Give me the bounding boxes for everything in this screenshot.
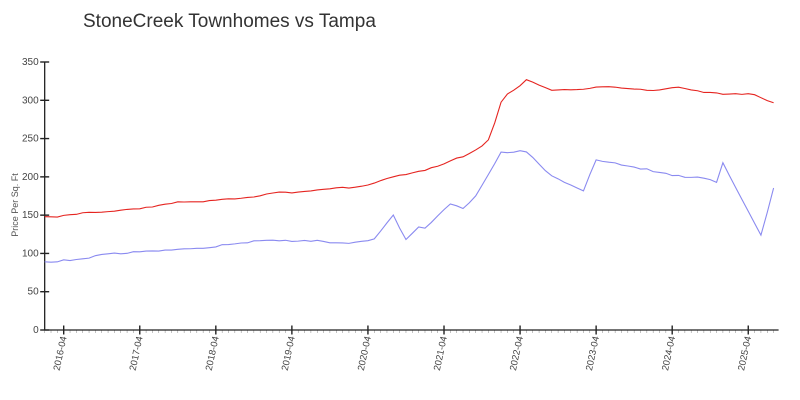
- svg-text:2022-04: 2022-04: [508, 335, 526, 371]
- svg-text:2023-04: 2023-04: [584, 335, 602, 371]
- svg-text:2020-04: 2020-04: [356, 335, 374, 371]
- svg-text:300: 300: [22, 95, 39, 106]
- svg-text:100: 100: [22, 248, 39, 259]
- svg-text:2017-04: 2017-04: [128, 335, 146, 371]
- svg-text:150: 150: [22, 210, 39, 221]
- svg-text:2018-04: 2018-04: [204, 335, 222, 371]
- svg-text:2021-04: 2021-04: [432, 335, 450, 371]
- svg-text:200: 200: [22, 172, 39, 183]
- svg-text:350: 350: [22, 57, 39, 68]
- svg-text:2016-04: 2016-04: [52, 335, 70, 371]
- svg-text:50: 50: [28, 287, 40, 298]
- svg-text:0: 0: [33, 325, 39, 336]
- svg-text:2025-04: 2025-04: [736, 335, 754, 371]
- svg-text:2024-04: 2024-04: [660, 335, 678, 371]
- svg-text:2019-04: 2019-04: [280, 335, 298, 371]
- svg-text:250: 250: [22, 134, 39, 145]
